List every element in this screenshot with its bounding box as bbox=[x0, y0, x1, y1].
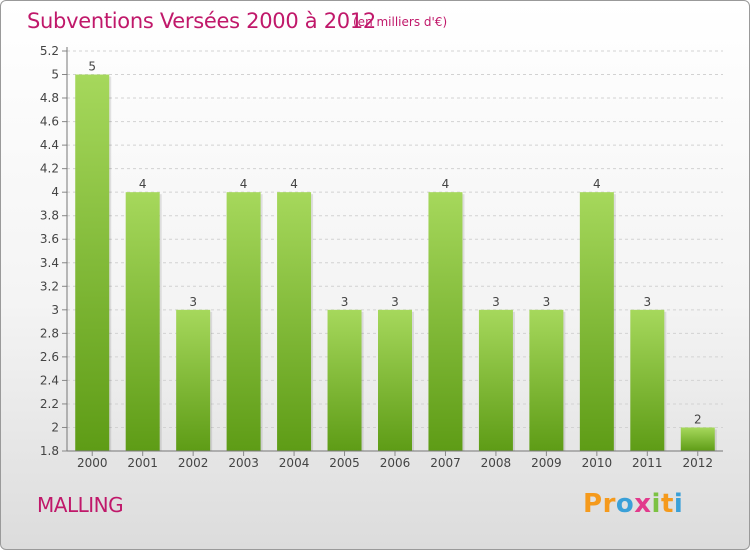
logo-letter: i bbox=[673, 489, 684, 519]
x-tick-label: 2012 bbox=[682, 456, 713, 470]
logo-letter: x bbox=[634, 489, 652, 519]
y-tick-label: 5.2 bbox=[40, 44, 59, 58]
y-tick-label: 3.8 bbox=[40, 209, 59, 223]
bar bbox=[125, 192, 160, 452]
bar-value-label: 3 bbox=[492, 295, 500, 309]
x-tick-label: 2007 bbox=[430, 456, 461, 470]
bar bbox=[579, 192, 614, 452]
logo-letter: o bbox=[615, 489, 635, 519]
x-tick-label: 2005 bbox=[329, 456, 360, 470]
x-tick-label: 2008 bbox=[481, 456, 512, 470]
bar-value-label: 3 bbox=[643, 295, 651, 309]
bar-value-label: 4 bbox=[290, 177, 298, 191]
bar-value-label: 3 bbox=[189, 295, 197, 309]
y-tick-label: 2.6 bbox=[40, 350, 59, 364]
bar bbox=[75, 74, 110, 451]
x-tick-label: 2000 bbox=[77, 456, 108, 470]
bar-value-label: 4 bbox=[139, 177, 147, 191]
x-tick-label: 2002 bbox=[178, 456, 209, 470]
logo-letter: t bbox=[660, 489, 674, 519]
bar-value-label: 3 bbox=[391, 295, 399, 309]
y-tick-label: 1.8 bbox=[40, 444, 59, 458]
bar bbox=[176, 309, 211, 451]
y-tick-label: 2.4 bbox=[40, 373, 59, 387]
bar bbox=[277, 192, 312, 452]
bar-value-label: 2 bbox=[694, 412, 702, 426]
y-tick-label: 4.4 bbox=[40, 138, 59, 152]
y-tick-label: 3.2 bbox=[40, 279, 59, 293]
chart-title: Subventions Versées 2000 à 2012 bbox=[27, 9, 376, 33]
logo-letter: i bbox=[651, 489, 661, 519]
bar bbox=[630, 309, 665, 451]
x-tick-label: 2003 bbox=[228, 456, 259, 470]
y-tick-label: 3.4 bbox=[40, 256, 59, 270]
bar bbox=[529, 309, 564, 451]
logo-letter: P bbox=[583, 489, 603, 519]
x-tick-label: 2006 bbox=[380, 456, 411, 470]
bar bbox=[226, 192, 261, 452]
bar-value-label: 5 bbox=[88, 60, 96, 74]
bar bbox=[680, 427, 715, 451]
y-tick-label: 2.2 bbox=[40, 397, 59, 411]
bar-value-label: 3 bbox=[543, 295, 551, 309]
x-tick-label: 2001 bbox=[127, 456, 158, 470]
bar-value-label: 4 bbox=[240, 177, 248, 191]
y-tick-label: 3.6 bbox=[40, 232, 59, 246]
y-tick-label: 4.2 bbox=[40, 162, 59, 176]
bar-value-label: 4 bbox=[442, 177, 450, 191]
bar bbox=[428, 192, 463, 452]
proxiti-logo: Proxiti bbox=[583, 489, 683, 519]
bar-value-label: 3 bbox=[341, 295, 349, 309]
logo-letter: r bbox=[602, 489, 616, 519]
bar bbox=[478, 309, 513, 451]
x-tick-label: 2010 bbox=[582, 456, 613, 470]
y-tick-label: 5 bbox=[51, 68, 59, 82]
y-tick-label: 2 bbox=[51, 420, 59, 434]
y-tick-label: 4 bbox=[51, 185, 59, 199]
bar-value-label: 4 bbox=[593, 177, 601, 191]
y-tick-label: 4.8 bbox=[40, 91, 59, 105]
bars: 5 4 3 4 4 3 3 4 3 3 4 3 2 bbox=[75, 60, 717, 452]
y-tick-label: 4.6 bbox=[40, 115, 59, 129]
x-tick-label: 2011 bbox=[632, 456, 663, 470]
y-tick-label: 2.8 bbox=[40, 326, 59, 340]
chart-subtitle: (en milliers d'€) bbox=[353, 15, 448, 29]
axes: 1.8 2 2.2 2.4 2.6 2.8 3 3.2 3.4 3.6 3.8 4 4.2 4.4 4.6 4… bbox=[40, 44, 723, 470]
y-tick-label: 3 bbox=[51, 303, 59, 317]
x-tick-label: 2004 bbox=[279, 456, 310, 470]
bar bbox=[378, 309, 412, 451]
bar bbox=[327, 309, 362, 451]
x-tick-label: 2009 bbox=[531, 456, 562, 470]
commune-name: MALLING bbox=[37, 493, 124, 517]
